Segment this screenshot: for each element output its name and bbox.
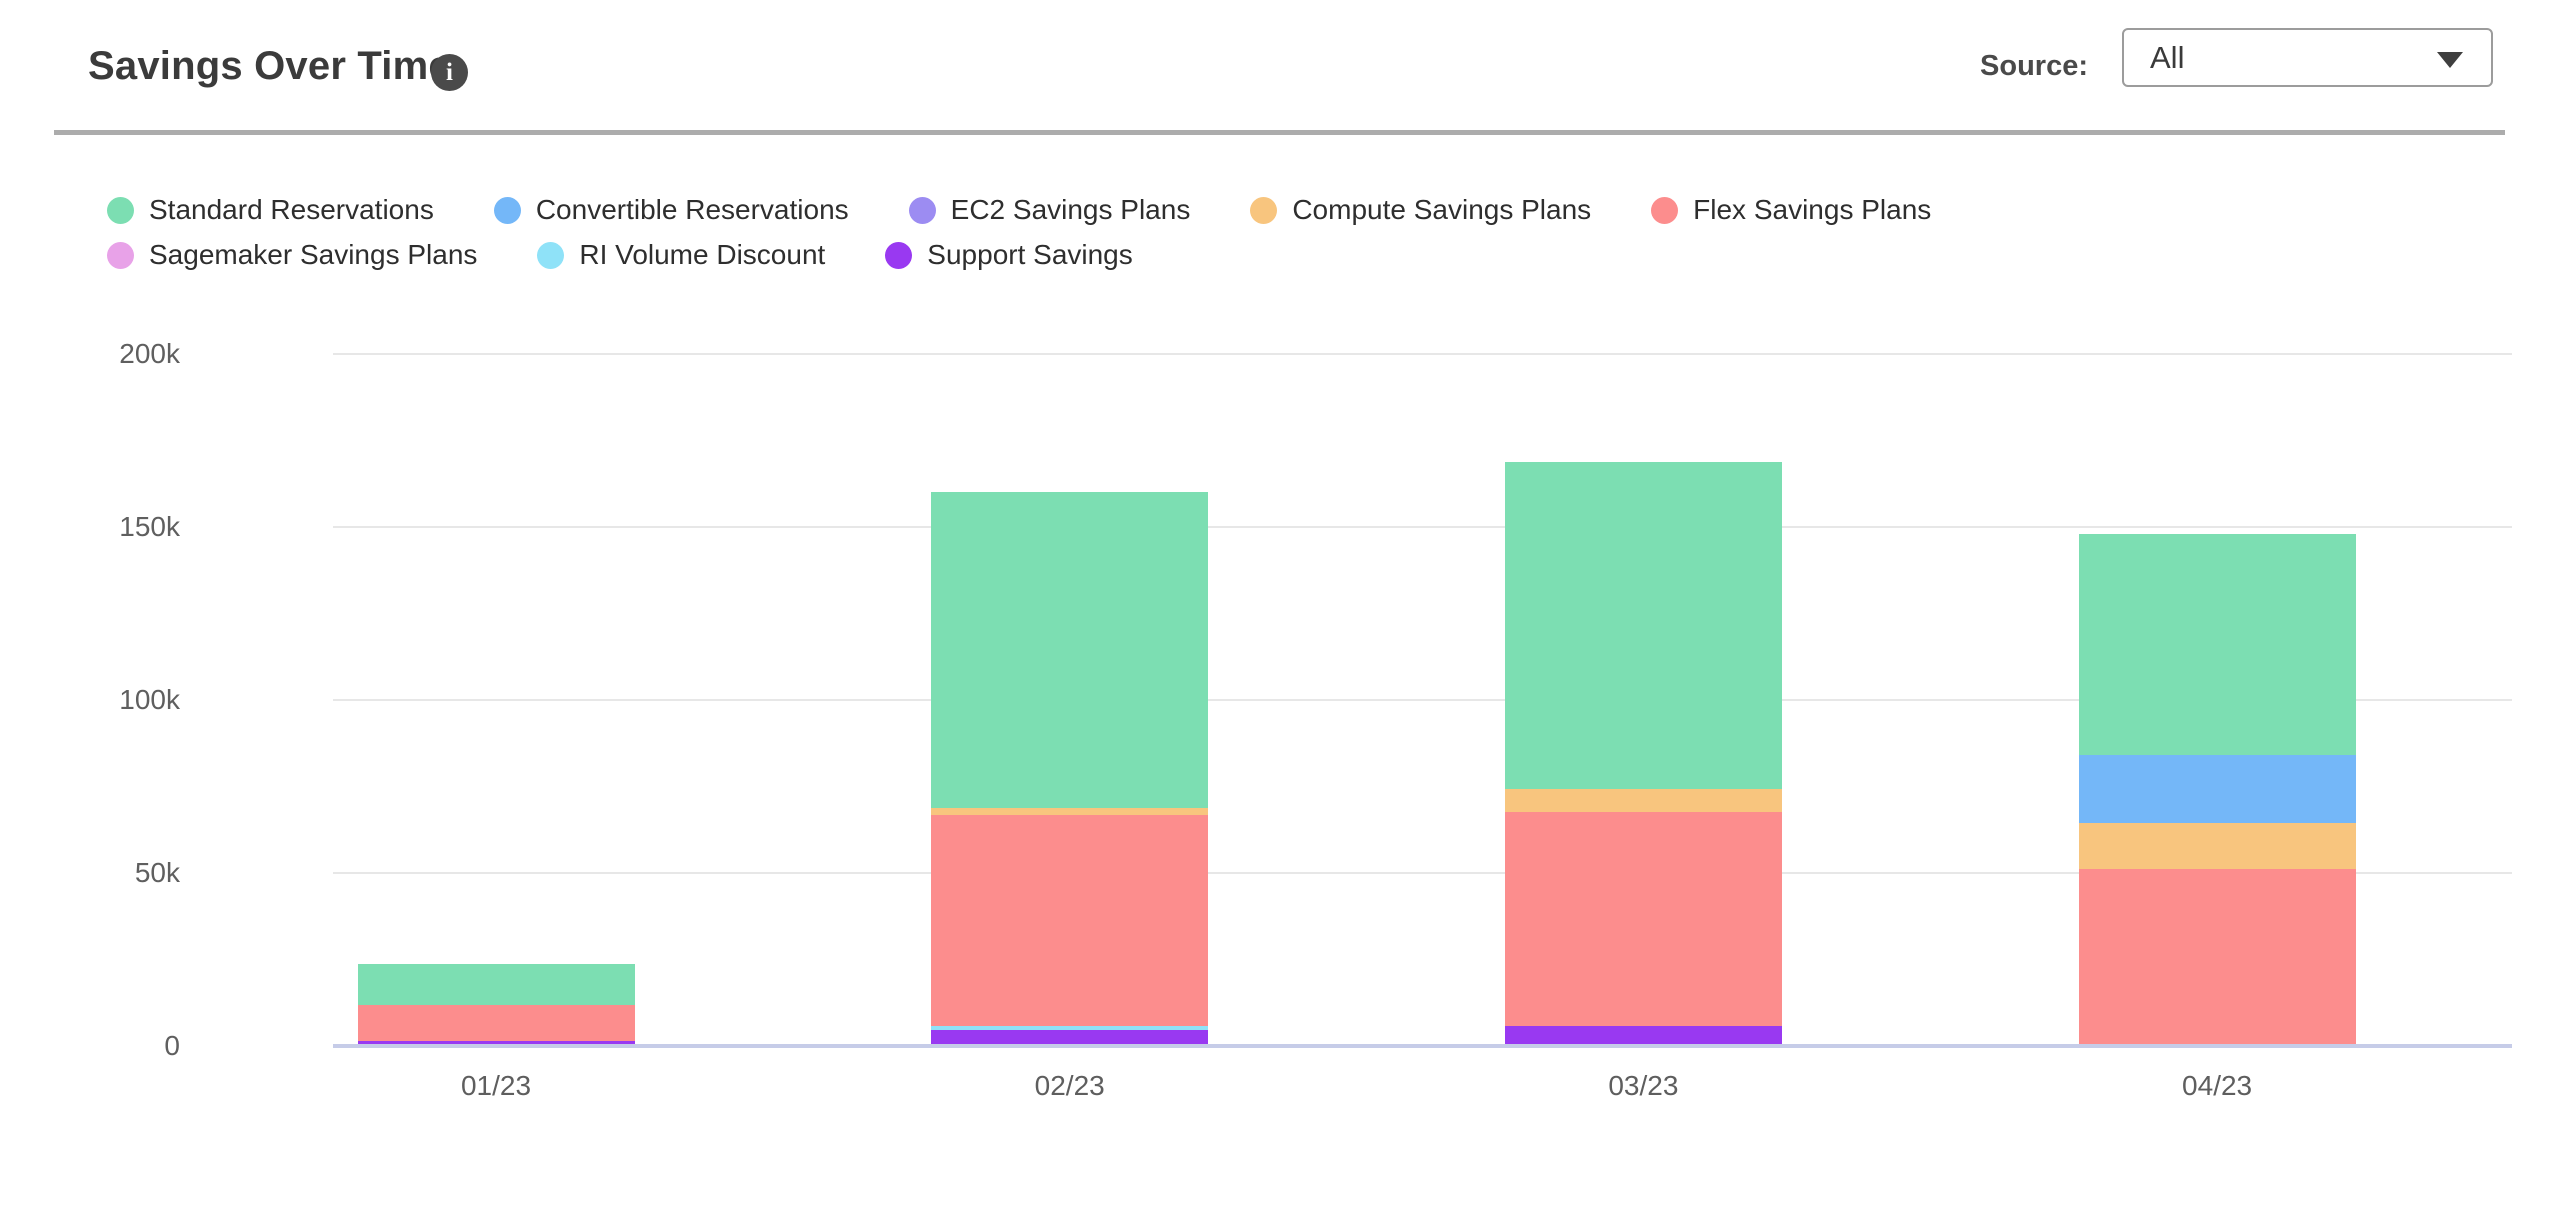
legend-row: Sagemaker Savings Plans RI Volume Discoun… bbox=[107, 237, 1931, 273]
bar-segment-04/23-compute-savings-plans[interactable] bbox=[2078, 822, 2356, 870]
bar-segment-04/23-standard-reservations[interactable] bbox=[2078, 533, 2356, 756]
legend-dot-icon bbox=[493, 196, 521, 224]
bar-segment-03/23-support-savings[interactable] bbox=[1504, 1026, 1782, 1044]
bar-segment-02/23-ri-volume-discount[interactable] bbox=[931, 1026, 1209, 1031]
stacked-bar-chart: 01/23 02/23 03/23 04/23 bbox=[333, 353, 2512, 1101]
legend-item-ec2-savings-plans[interactable]: EC2 Savings Plans bbox=[908, 194, 1191, 226]
legend-label: RI Volume Discount bbox=[579, 239, 826, 270]
bar-segment-02/23-support-savings[interactable] bbox=[931, 1030, 1209, 1044]
x-tick-label: 04/23 bbox=[2182, 1070, 2253, 1101]
gridline bbox=[333, 872, 2512, 874]
y-tick-label: 50k bbox=[134, 857, 180, 888]
x-axis-line bbox=[333, 1044, 2512, 1048]
legend-item-support-savings[interactable]: Support Savings bbox=[885, 239, 1133, 271]
legend-dot-icon bbox=[107, 241, 134, 269]
page-title: Savings Over Time bbox=[88, 44, 451, 88]
bar-04/23[interactable] bbox=[2078, 533, 2356, 1044]
legend-dot-icon bbox=[537, 241, 565, 269]
bar-segment-02/23-standard-reservations[interactable] bbox=[931, 491, 1209, 809]
legend-label: Support Savings bbox=[927, 239, 1133, 270]
x-tick-label: 01/23 bbox=[460, 1070, 532, 1101]
gridline bbox=[333, 699, 2512, 701]
source-label: Source: bbox=[1980, 50, 2088, 82]
gridline bbox=[333, 353, 2512, 355]
legend-label: Convertible Reservations bbox=[535, 194, 849, 225]
bar-segment-03/23-standard-reservations[interactable] bbox=[1504, 461, 1782, 790]
bar-segment-04/23-flex-savings-plans[interactable] bbox=[2078, 869, 2356, 1044]
legend-item-flex-savings-plans[interactable]: Flex Savings Plans bbox=[1651, 194, 1931, 226]
bar-segment-01/23-support-savings[interactable] bbox=[357, 1040, 635, 1044]
bar-02/23[interactable] bbox=[931, 491, 1209, 1044]
y-tick-label: 100k bbox=[119, 684, 180, 715]
legend-item-standard-reservations[interactable]: Standard Reservations bbox=[107, 194, 434, 226]
bar-segment-02/23-flex-savings-plans[interactable] bbox=[931, 814, 1209, 1027]
x-tick-label: 03/23 bbox=[1608, 1070, 1679, 1101]
legend-item-compute-savings-plans[interactable]: Compute Savings Plans bbox=[1250, 194, 1591, 226]
legend-item-ri-volume-discount[interactable]: RI Volume Discount bbox=[537, 239, 825, 271]
legend-label: Sagemaker Savings Plans bbox=[149, 239, 478, 270]
chart-legend: Standard Reservations Convertible Reserva… bbox=[107, 192, 1931, 282]
bar-segment-02/23-compute-savings-plans[interactable] bbox=[931, 808, 1209, 815]
y-tick-label: 200k bbox=[119, 338, 180, 369]
bar-segment-04/23-convertible-reservations[interactable] bbox=[2078, 755, 2356, 823]
bar-segment-01/23-flex-savings-plans[interactable] bbox=[357, 1005, 635, 1041]
info-icon[interactable]: i bbox=[431, 54, 468, 91]
legend-row: Standard Reservations Convertible Reserva… bbox=[107, 192, 1931, 228]
gridline bbox=[333, 526, 2512, 528]
y-axis-labels: 0 50k 100k 150k 200k bbox=[0, 0, 313, 1222]
source-dropdown-value: All bbox=[2150, 39, 2185, 75]
y-tick-label: 0 bbox=[164, 1030, 180, 1061]
legend-label: Compute Savings Plans bbox=[1292, 194, 1592, 225]
legend-dot-icon bbox=[908, 196, 936, 224]
bar-segment-03/23-flex-savings-plans[interactable] bbox=[1504, 811, 1782, 1027]
legend-dot-icon bbox=[1250, 196, 1278, 224]
y-tick-label: 150k bbox=[119, 511, 180, 542]
chevron-down-icon bbox=[2437, 51, 2463, 68]
header-divider bbox=[54, 130, 2505, 135]
legend-item-convertible-reservations[interactable]: Convertible Reservations bbox=[493, 194, 849, 226]
x-tick-label: 02/23 bbox=[1034, 1070, 1105, 1101]
legend-label: Flex Savings Plans bbox=[1693, 194, 1932, 225]
source-dropdown[interactable]: All bbox=[2122, 28, 2493, 87]
legend-dot-icon bbox=[1651, 196, 1679, 224]
legend-dot-icon bbox=[107, 196, 134, 224]
bar-segment-01/23-standard-reservations[interactable] bbox=[357, 963, 635, 1006]
bar-03/23[interactable] bbox=[1504, 461, 1782, 1044]
bar-segment-03/23-compute-savings-plans[interactable] bbox=[1504, 789, 1782, 812]
legend-label: EC2 Savings Plans bbox=[950, 194, 1191, 225]
legend-label: Standard Reservations bbox=[149, 194, 434, 225]
legend-dot-icon bbox=[885, 241, 913, 269]
legend-item-sagemaker-savings-plans[interactable]: Sagemaker Savings Plans bbox=[107, 239, 477, 271]
bar-01/23[interactable] bbox=[357, 963, 635, 1044]
